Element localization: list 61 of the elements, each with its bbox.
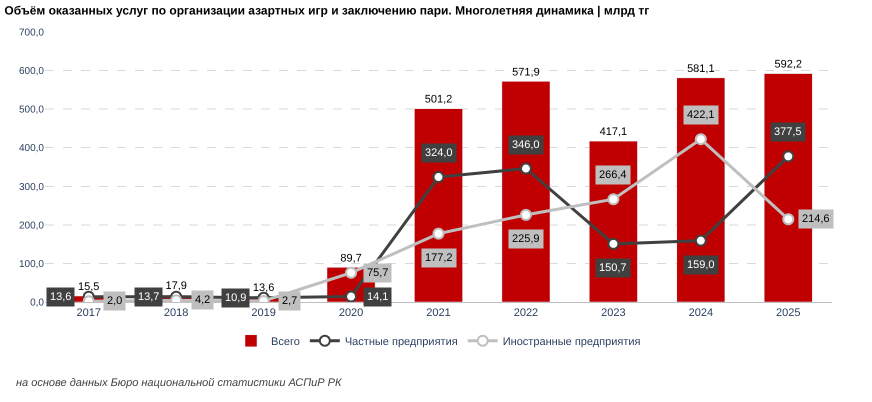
legend-label: Частные предприятия xyxy=(344,336,458,348)
data-label: 14,1 xyxy=(367,291,388,303)
chart-title: Объём оказанных услуг по организации азартных игр и заключению пари. Многолетняя динамика | млрд тг xyxy=(4,3,650,18)
point xyxy=(520,208,532,221)
data-label: 10,9 xyxy=(225,292,246,304)
point xyxy=(345,290,358,302)
y-tick-label: 100,0 xyxy=(18,258,44,270)
data-label: 346,0 xyxy=(512,139,540,151)
x-tick-label: 2023 xyxy=(601,307,626,320)
y-tick-label: 300,0 xyxy=(18,182,44,193)
data-label: 150,7 xyxy=(599,262,627,274)
data-label: 2,7 xyxy=(282,295,298,307)
point xyxy=(694,133,707,146)
data-label: 266,4 xyxy=(599,169,627,181)
data-label: 17,9 xyxy=(165,280,187,292)
data-label: 4,2 xyxy=(195,294,210,306)
x-tick-label: 2017 xyxy=(76,307,101,320)
data-label: 177,2 xyxy=(425,252,453,264)
point xyxy=(345,266,358,279)
x-tick-label: 2025 xyxy=(776,307,801,320)
point xyxy=(694,234,707,247)
data-label: 324,0 xyxy=(425,147,453,159)
data-label: 581,1 xyxy=(687,62,715,75)
data-label: 422,1 xyxy=(687,109,715,121)
x-tick-label: 2020 xyxy=(338,307,364,320)
data-label: 15,5 xyxy=(78,281,100,294)
point xyxy=(782,150,794,162)
y-tick-label: 500,0 xyxy=(18,104,44,116)
x-tick-label: 2024 xyxy=(688,307,714,320)
point xyxy=(432,228,444,240)
x-tick-label: 2022 xyxy=(514,307,538,320)
y-tick-label: 200,0 xyxy=(18,220,44,232)
data-label: 592,2 xyxy=(774,58,802,71)
data-label: 417,1 xyxy=(600,126,628,138)
data-label: 2,0 xyxy=(107,295,122,307)
y-tick-label: 400,0 xyxy=(18,143,44,154)
point xyxy=(782,213,794,226)
point xyxy=(607,193,620,206)
y-tick-label: 600,0 xyxy=(18,66,44,78)
data-label: 501,2 xyxy=(424,94,452,106)
y-tick-label: 700,0 xyxy=(18,28,44,38)
legend-label: Всего xyxy=(271,336,300,348)
text: на основе данных Бюро национальной статистики АСПиР РК xyxy=(16,377,342,389)
data-label: 571,9 xyxy=(512,66,540,78)
data-label: 377,5 xyxy=(774,126,802,138)
data-label: 159,0 xyxy=(687,259,715,271)
data-label: 214,6 xyxy=(802,213,830,225)
x-tick-label: 2021 xyxy=(426,307,451,320)
x-tick-label: 2019 xyxy=(251,307,276,320)
data-label: 13,7 xyxy=(138,291,160,303)
data-label: 225,9 xyxy=(512,233,540,245)
x-tick-label: 2018 xyxy=(164,307,188,320)
point xyxy=(520,162,532,175)
point xyxy=(432,171,444,184)
y-tick-label: 0,0 xyxy=(30,298,44,308)
legend-label: Иностранные предприятия xyxy=(502,336,641,348)
data-label: 13,6 xyxy=(252,282,274,294)
point xyxy=(607,238,620,250)
data-label: 75,7 xyxy=(367,267,388,279)
data-label: 89,7 xyxy=(340,252,362,264)
data-label: 13,6 xyxy=(50,291,72,303)
